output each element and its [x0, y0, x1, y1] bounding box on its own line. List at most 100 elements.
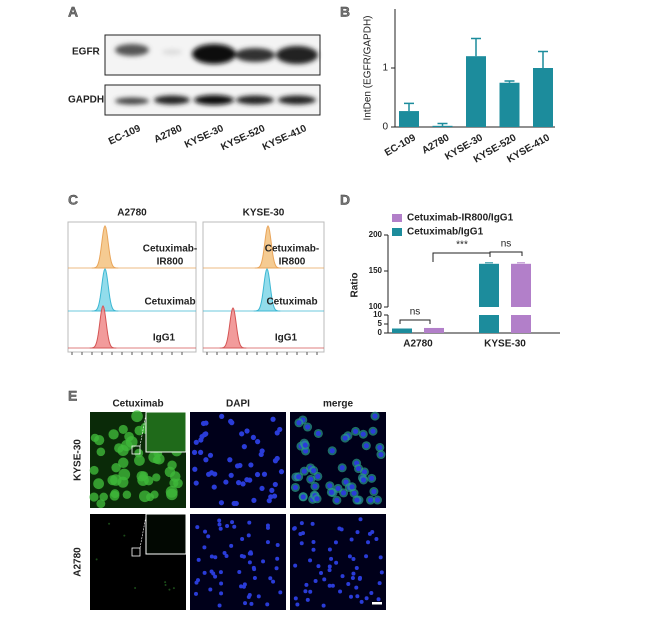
nucleus [203, 457, 209, 463]
row-label: Cetuximab- [265, 244, 319, 255]
cell [122, 490, 132, 499]
nucleus [258, 451, 264, 458]
significance-bracket [489, 251, 523, 256]
nucleus [219, 413, 225, 419]
panel-label: B [340, 4, 350, 20]
nucleus [251, 497, 257, 503]
cell [152, 455, 161, 464]
nucleus [224, 554, 229, 559]
cell [167, 460, 177, 470]
bar [479, 315, 499, 333]
nucleus [308, 589, 313, 594]
lane-label: A2780 [153, 123, 185, 146]
significance-bracket [432, 252, 491, 262]
y-tick-label: 150 [369, 266, 383, 275]
nucleus [218, 526, 223, 531]
nucleus [199, 434, 205, 440]
error-bar [471, 37, 481, 57]
nucleus [232, 524, 237, 529]
flow-histogram [91, 225, 119, 269]
nucleus [293, 563, 298, 568]
nucleus [302, 442, 308, 448]
nucleus [369, 591, 374, 596]
nucleus [200, 420, 207, 427]
nucleus [351, 556, 356, 561]
nucleus [364, 554, 369, 559]
nucleus [355, 594, 360, 599]
nucleus [277, 426, 283, 433]
nucleus [339, 465, 345, 471]
nucleus [359, 599, 364, 604]
nucleus [322, 577, 327, 582]
nucleus [233, 500, 239, 507]
nucleus [377, 444, 383, 451]
row-label: Cetuximab [144, 297, 195, 308]
nucleus [229, 543, 234, 548]
nucleus [357, 576, 362, 581]
nucleus [305, 597, 310, 602]
x-tick-label: EC-109 [383, 132, 418, 159]
nucleus [292, 526, 297, 531]
nucleus [213, 574, 218, 579]
nucleus [237, 570, 242, 575]
column-label: DAPI [226, 399, 250, 410]
significance-bracket [399, 319, 431, 324]
nucleus [327, 583, 332, 588]
nucleus [321, 603, 326, 608]
nucleus [227, 457, 233, 463]
nucleus [252, 575, 257, 580]
nucleus [247, 560, 252, 565]
nucleus [239, 584, 244, 589]
nucleus [314, 496, 320, 502]
cell [172, 587, 175, 590]
nucleus [223, 479, 229, 485]
nucleus [225, 524, 230, 529]
micrograph [190, 514, 286, 610]
flow-histogram [219, 307, 247, 349]
nucleus [312, 483, 318, 489]
nucleus [352, 428, 359, 435]
nucleus [305, 424, 311, 430]
y-tick-label: 0 [382, 122, 388, 133]
nucleus [346, 581, 351, 586]
nucleus [239, 431, 245, 437]
nucleus [235, 480, 242, 486]
nucleus [300, 494, 306, 500]
nucleus [207, 452, 214, 458]
row-label: IR800 [157, 257, 184, 268]
nucleus [316, 564, 321, 569]
cell [150, 490, 159, 499]
nucleus [315, 473, 321, 480]
cell [89, 465, 99, 475]
nucleus [342, 435, 348, 441]
bar [424, 327, 444, 333]
bar [399, 111, 419, 127]
nucleus [370, 428, 376, 434]
nucleus [376, 597, 381, 602]
nucleus [268, 576, 273, 581]
nucleus [261, 559, 266, 564]
nucleus [206, 534, 211, 539]
nucleus [354, 565, 359, 570]
nucleus [192, 466, 198, 472]
panel-label: E [68, 388, 77, 404]
nucleus [251, 565, 256, 570]
row-label: A2780 [73, 547, 84, 577]
flow-histogram [254, 225, 282, 269]
nucleus [275, 556, 280, 561]
row-label: EGFR [72, 47, 101, 58]
cell [108, 522, 111, 525]
nucleus [265, 525, 270, 530]
nucleus [211, 484, 217, 490]
nucleus [195, 525, 200, 530]
nucleus [333, 540, 338, 545]
nucleus [358, 517, 363, 522]
nucleus [217, 518, 222, 523]
nucleus [299, 521, 304, 526]
nucleus [246, 595, 251, 600]
cell [173, 478, 183, 489]
nucleus [303, 589, 308, 594]
nucleus [349, 537, 354, 542]
nucleus [354, 585, 359, 590]
error-bar [437, 122, 448, 126]
